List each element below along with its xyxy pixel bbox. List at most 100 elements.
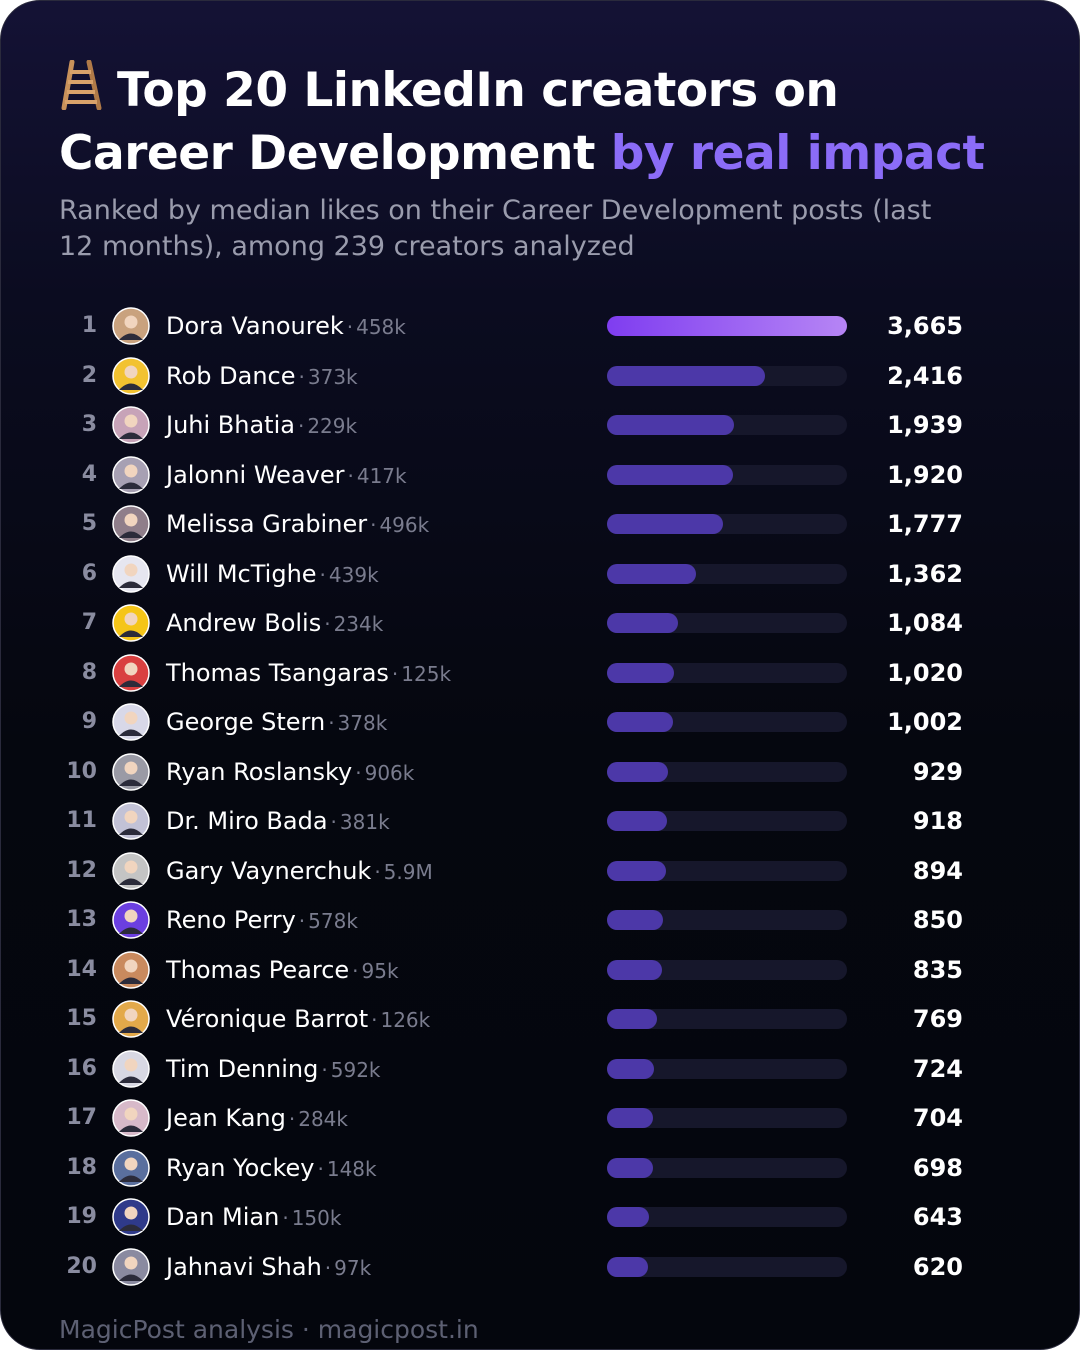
avatar xyxy=(112,1049,150,1088)
follower-count: 458k xyxy=(356,315,406,339)
table-row: 11 Dr. Miro Bada · 381k 918 xyxy=(1,798,1079,848)
data-label: 1,020 xyxy=(887,658,963,687)
header: Top 20 LinkedIn creators on Career Devel… xyxy=(59,59,1019,185)
bar-track xyxy=(607,365,847,386)
creator-label: Ryan Yockey · 148k xyxy=(166,1151,377,1186)
bar xyxy=(607,811,667,831)
avatar xyxy=(112,554,150,593)
rank-number: 17 xyxy=(66,1105,97,1130)
bar-track xyxy=(607,712,847,732)
follower-count: 150k xyxy=(291,1206,342,1230)
rank-number: 11 xyxy=(66,808,97,833)
bar xyxy=(607,316,847,336)
data-label: 850 xyxy=(912,906,963,934)
avatar xyxy=(112,802,150,840)
creator-name: Dr. Miro Bada xyxy=(166,807,328,835)
bar xyxy=(607,514,723,534)
bar-track xyxy=(607,1157,847,1178)
creator-name: Thomas Tsangaras xyxy=(166,658,389,687)
creator-label: Andrew Bolis · 234k xyxy=(166,606,383,641)
bar xyxy=(607,1108,653,1128)
data-label: 643 xyxy=(912,1203,963,1231)
creator-name: Jean Kang xyxy=(166,1104,286,1132)
creator-label: Dan Mian · 150k xyxy=(166,1200,341,1235)
creator-label: Jahnavi Shah · 97k xyxy=(166,1250,371,1285)
separator-dot: · xyxy=(282,1206,289,1230)
avatar xyxy=(112,653,150,692)
creator-name: Will McTighe xyxy=(166,559,317,588)
creator-label: Juhi Bhatia · 229k xyxy=(166,408,357,443)
separator-dot: · xyxy=(371,1008,378,1032)
avatar xyxy=(112,901,150,939)
data-label: 698 xyxy=(912,1153,963,1182)
table-row: 5 Melissa Grabiner · 496k 1,777 xyxy=(1,501,1079,551)
data-label: 835 xyxy=(912,955,963,984)
rank-number: 19 xyxy=(66,1204,97,1229)
bar xyxy=(607,464,733,485)
creator-name: Melissa Grabiner xyxy=(166,510,368,538)
table-row: 1 Dora Vanourek · 458k 3,665 xyxy=(1,303,1079,353)
creator-name: Reno Perry xyxy=(166,906,296,934)
creator-name: Jalonni Weaver xyxy=(166,460,345,489)
avatar xyxy=(112,455,150,494)
avatar xyxy=(112,950,150,989)
creator-label: Thomas Pearce · 95k xyxy=(166,953,399,988)
rank-number: 9 xyxy=(81,709,97,734)
data-label: 918 xyxy=(912,807,963,835)
bar-track xyxy=(607,811,847,831)
creator-name: Andrew Bolis xyxy=(166,609,322,637)
creator-label: Tim Denning · 592k xyxy=(166,1052,381,1087)
separator-dot: · xyxy=(370,513,377,537)
rank-number: 3 xyxy=(81,412,97,437)
data-label: 3,665 xyxy=(887,312,963,340)
separator-dot: · xyxy=(288,1107,296,1131)
table-row: 20 Jahnavi Shah · 97k 620 xyxy=(1,1244,1079,1294)
bar-track xyxy=(607,959,847,980)
rank-number: 18 xyxy=(66,1154,97,1180)
creator-name: Véronique Barrot xyxy=(166,1005,369,1033)
follower-count: 373k xyxy=(307,364,358,389)
creator-label: Reno Perry · 578k xyxy=(166,903,358,938)
rank-number: 15 xyxy=(66,1006,97,1031)
bar-track xyxy=(607,613,847,633)
rank-number: 8 xyxy=(81,659,97,685)
table-row: 4 Jalonni Weaver · 417k 1,920 xyxy=(1,452,1079,502)
bar-track xyxy=(607,1058,847,1079)
bar-track xyxy=(607,1256,847,1277)
bar-track xyxy=(607,1108,847,1128)
avatar xyxy=(112,406,150,444)
table-row: 3 Juhi Bhatia · 229k 1,939 xyxy=(1,402,1079,452)
follower-count: 284k xyxy=(298,1107,348,1131)
page-title: Top 20 LinkedIn creators on Career Devel… xyxy=(59,59,1019,185)
bar-track xyxy=(607,1207,847,1227)
bar xyxy=(607,662,674,683)
data-label: 1,920 xyxy=(887,460,963,489)
bar-track xyxy=(607,761,847,782)
separator-dot: · xyxy=(347,463,354,488)
bar-track xyxy=(607,910,847,930)
bar xyxy=(607,959,662,980)
follower-count: 496k xyxy=(379,513,430,537)
table-row: 19 Dan Mian · 150k 643 xyxy=(1,1194,1079,1244)
bar xyxy=(607,761,668,782)
creator-label: Rob Dance · 373k xyxy=(166,359,358,394)
bar xyxy=(607,1157,653,1178)
avatar xyxy=(112,1000,150,1038)
avatar xyxy=(112,1099,150,1137)
bar xyxy=(607,1207,649,1227)
creator-label: Jean Kang · 284k xyxy=(166,1101,348,1136)
follower-count: 381k xyxy=(339,810,390,834)
follower-count: 126k xyxy=(380,1008,431,1032)
separator-dot: · xyxy=(297,414,305,438)
bar xyxy=(607,910,663,930)
data-label: 704 xyxy=(912,1104,963,1132)
creator-name: Gary Vaynerchuk xyxy=(166,856,372,885)
follower-count: 97k xyxy=(334,1255,372,1280)
table-row: 2 Rob Dance · 373k 2,416 xyxy=(1,353,1079,403)
creator-label: Will McTighe · 439k xyxy=(166,557,379,592)
separator-dot: · xyxy=(324,612,331,636)
data-label: 1,002 xyxy=(887,708,963,736)
bar xyxy=(607,613,678,633)
creator-label: Ryan Roslansky · 906k xyxy=(166,755,414,790)
separator-dot: · xyxy=(346,315,354,339)
